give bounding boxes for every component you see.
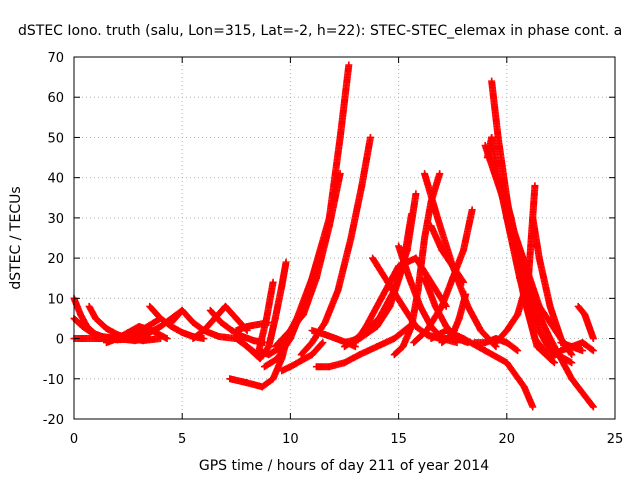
data-point	[514, 347, 522, 355]
data-point	[282, 258, 290, 266]
data-point	[412, 190, 420, 198]
x-axis: 0 5 10 15 20 25	[70, 57, 623, 447]
data-series-7	[167, 306, 240, 343]
data-point	[550, 359, 558, 367]
plot-area	[70, 61, 597, 411]
data-series-8	[146, 302, 208, 343]
data-point	[468, 206, 476, 214]
x-axis-label: GPS time / hours of day 211 of year 2014	[199, 458, 489, 474]
data-series-18	[278, 339, 327, 375]
y-tick-label: -10	[43, 373, 64, 388]
x-tick-label: 0	[70, 432, 78, 447]
data-point	[163, 335, 171, 343]
data-point	[436, 170, 444, 178]
data-point	[269, 278, 277, 286]
data-point	[462, 290, 470, 298]
data-series-20	[312, 322, 413, 371]
x-tick-label: 20	[499, 432, 516, 447]
data-point	[366, 133, 374, 141]
y-tick-label: 70	[47, 51, 64, 66]
y-tick-label: -20	[43, 413, 64, 428]
data-point	[345, 61, 353, 69]
data-point	[336, 170, 344, 178]
y-tick-label: 20	[47, 252, 64, 267]
x-tick-label: 5	[178, 432, 186, 447]
data-series-31	[410, 206, 476, 347]
data-point	[319, 339, 327, 347]
data-point	[459, 277, 467, 285]
data-point	[568, 351, 576, 359]
data-point	[460, 278, 468, 286]
y-tick-label: 0	[56, 333, 64, 348]
y-tick-label: 30	[47, 212, 64, 227]
x-tick-label: 15	[390, 432, 407, 447]
y-tick-label: 40	[47, 172, 64, 187]
plot-frame	[73, 56, 616, 420]
chart-title: dSTEC Iono. truth (salu, Lon=315, Lat=-2…	[18, 23, 622, 39]
data-point	[567, 349, 575, 357]
data-series-27	[390, 170, 444, 359]
grid	[74, 57, 615, 419]
data-point	[589, 403, 597, 411]
data-point	[200, 335, 208, 343]
data-point	[318, 340, 326, 348]
data-point	[588, 346, 596, 354]
data-series-11	[232, 318, 273, 335]
data-series-17	[271, 170, 344, 351]
y-axis-label: dSTEC / TECUs	[8, 186, 24, 289]
data-series-39	[503, 214, 597, 411]
data-point	[589, 335, 597, 343]
data-series-43	[574, 302, 597, 343]
data-point	[531, 182, 539, 190]
x-tick-label: 25	[607, 432, 624, 447]
y-tick-label: 60	[47, 91, 64, 106]
y-tick-label: 50	[47, 131, 64, 146]
x-tick-label: 10	[282, 432, 299, 447]
data-point	[512, 346, 520, 354]
data-point	[579, 347, 587, 355]
data-series-19	[297, 133, 374, 359]
data-point	[588, 402, 596, 410]
data-series-44	[557, 339, 597, 355]
y-tick-label: 10	[47, 292, 64, 307]
y-axis: -20 -10 0 10 20 30 40 50 60 70	[43, 51, 615, 428]
data-point	[589, 347, 597, 355]
data-point	[529, 403, 537, 411]
data-point	[568, 359, 576, 367]
data-series-14	[232, 278, 277, 359]
